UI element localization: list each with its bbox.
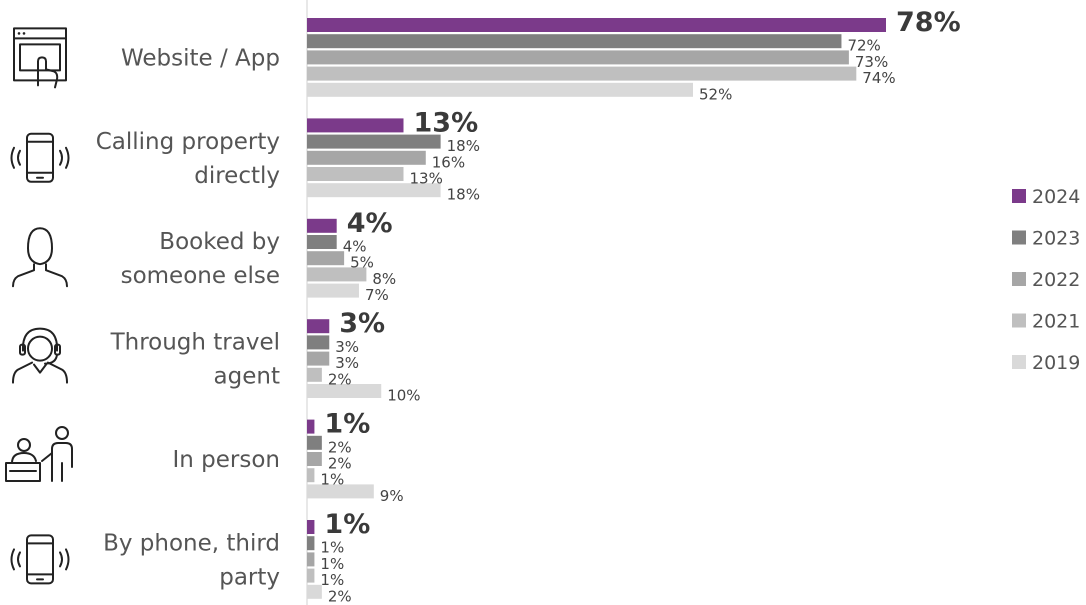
bar-calling-property-directly-2019 [307, 183, 441, 198]
value-label-in-person-2023: 2% [328, 438, 352, 456]
bar-booked-by-someone-else-2022 [307, 251, 345, 266]
bar-website-app-2024 [307, 18, 886, 32]
category-icons [5, 27, 73, 585]
legend-label-2019: 2019 [1032, 352, 1080, 374]
legend-label-2021: 2021 [1032, 311, 1080, 333]
legend-swatch-2023 [1012, 230, 1026, 245]
value-label-booked-by-someone-else-2024: 4% [347, 208, 393, 239]
legend-label-2024: 2024 [1032, 186, 1080, 208]
bar-by-phone-third-party-2022 [307, 552, 315, 567]
bar-through-travel-agent-2023 [307, 335, 330, 350]
category-label-by-phone-third-party: By phone, third party [103, 530, 280, 590]
category-label-calling-property-directly: Calling property directly [96, 129, 280, 189]
legend-swatch-2019 [1012, 355, 1026, 369]
bar-website-app-2019 [307, 82, 693, 97]
bar-by-phone-third-party-2021 [307, 568, 315, 583]
value-label-in-person-2022: 2% [328, 455, 352, 473]
value-label-in-person-2024: 1% [324, 409, 370, 440]
value-label-through-travel-agent-2021: 2% [328, 370, 352, 388]
value-label-in-person-2019: 9% [380, 487, 404, 505]
bar-booked-by-someone-else-2019 [307, 283, 359, 298]
value-label-booked-by-someone-else-2022: 5% [350, 254, 374, 272]
bar-in-person-2023 [307, 435, 322, 450]
value-label-website-app-2022: 73% [855, 53, 888, 71]
bar-in-person-2024 [307, 419, 315, 434]
category-labels: Website / App Calling property directly Boo… [96, 45, 280, 590]
legend-label-2023: 2023 [1032, 228, 1080, 250]
bar-website-app-2022 [307, 50, 849, 65]
value-label-website-app-2024: 78% [896, 7, 961, 38]
value-label-by-phone-third-party-2022: 1% [320, 555, 344, 573]
value-label-website-app-2023: 72% [847, 37, 880, 55]
bar-by-phone-third-party-2023 [307, 536, 315, 551]
phone-ringing-icon [10, 534, 70, 585]
bar-booked-by-someone-else-2023 [307, 235, 337, 249]
value-label-booked-by-someone-else-2019: 7% [365, 286, 389, 304]
bar-booked-by-someone-else-2021 [307, 267, 367, 282]
category-label-through-travel-agent: Through travel agent [110, 330, 280, 390]
bar-in-person-2022 [307, 452, 322, 466]
category-label-booked-by-someone-else: Booked by someone else [121, 229, 280, 289]
legend-label-2022: 2022 [1032, 269, 1080, 291]
value-label-website-app-2019: 52% [699, 85, 732, 103]
value-label-by-phone-third-party-2024: 1% [324, 509, 370, 540]
bar-calling-property-directly-2021 [307, 167, 404, 181]
bars [307, 18, 886, 599]
legend: 2024 2023 2022 2021 2019 [1012, 186, 1080, 374]
legend-swatch-2021 [1012, 313, 1026, 328]
phone-ringing-icon [10, 132, 70, 183]
value-label-through-travel-agent-2022: 3% [335, 354, 359, 372]
value-label-booked-by-someone-else-2023: 4% [343, 238, 367, 256]
bar-in-person-2019 [307, 484, 374, 499]
value-label-calling-property-directly-2024: 13% [414, 107, 479, 138]
bar-by-phone-third-party-2024 [307, 520, 315, 534]
value-label-calling-property-directly-2023: 18% [447, 137, 480, 155]
bar-through-travel-agent-2024 [307, 319, 330, 334]
value-label-through-travel-agent-2024: 3% [339, 308, 385, 339]
bar-website-app-2023 [307, 34, 842, 49]
value-label-through-travel-agent-2019: 10% [387, 387, 420, 405]
value-label-by-phone-third-party-2019: 2% [328, 587, 352, 605]
website-click-icon [13, 27, 67, 89]
value-label-calling-property-directly-2019: 18% [447, 186, 480, 204]
headset-agent-icon [12, 327, 68, 384]
bar-through-travel-agent-2022 [307, 351, 330, 366]
bar-calling-property-directly-2024 [307, 118, 404, 133]
bar-calling-property-directly-2023 [307, 134, 441, 149]
bar-in-person-2021 [307, 468, 315, 483]
value-label-website-app-2021: 74% [862, 69, 895, 87]
category-label-website-app: Website / App [121, 45, 280, 71]
value-label-calling-property-directly-2022: 16% [432, 153, 465, 171]
value-label-by-phone-third-party-2021: 1% [320, 571, 344, 589]
value-label-by-phone-third-party-2023: 1% [320, 539, 344, 557]
bar-by-phone-third-party-2019 [307, 584, 322, 599]
value-label-calling-property-directly-2021: 13% [410, 170, 443, 188]
bar-calling-property-directly-2022 [307, 150, 426, 165]
legend-swatch-2024 [1012, 189, 1026, 203]
bar-through-travel-agent-2021 [307, 367, 322, 382]
value-label-booked-by-someone-else-2021: 8% [372, 270, 396, 288]
value-label-through-travel-agent-2023: 3% [335, 338, 359, 356]
reception-desk-icon [5, 426, 73, 482]
legend-swatch-2022 [1012, 272, 1026, 286]
value-labels: 78%72%73%74%52%13%18%16%13%18%4%4%5%8%7%… [320, 7, 960, 605]
bar-through-travel-agent-2019 [307, 384, 382, 398]
bar-website-app-2021 [307, 66, 857, 81]
category-label-in-person: In person [172, 447, 280, 473]
value-label-in-person-2021: 1% [320, 471, 344, 489]
person-icon [12, 227, 68, 288]
bar-booked-by-someone-else-2024 [307, 218, 337, 233]
